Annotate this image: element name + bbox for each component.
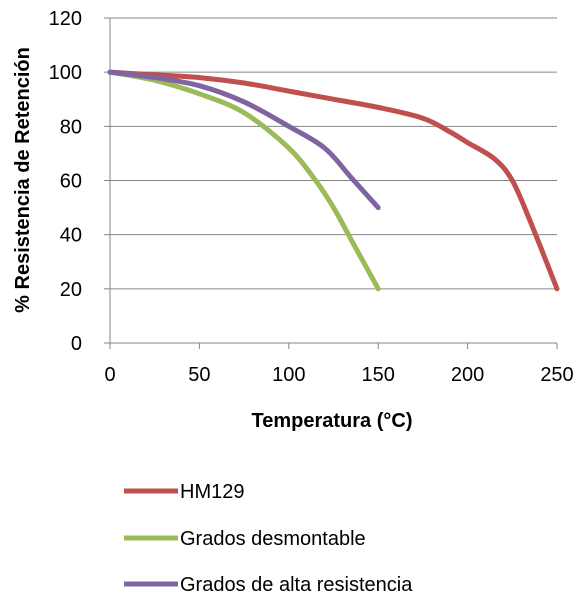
data-series: [107, 69, 560, 292]
y-axis-title: % Resistencia de Retención: [12, 47, 34, 313]
y-tick-label: 100: [49, 62, 82, 84]
x-tick-label: 200: [451, 364, 484, 386]
gridlines: [110, 17, 557, 290]
legend-item-hm129: HM129: [124, 481, 244, 503]
x-tick-label: 250: [540, 364, 573, 386]
x-tick-label: 150: [362, 364, 395, 386]
y-tick-label: 60: [60, 171, 82, 193]
legend-item-grados-alta-resistencia: Grados de alta resistencia: [124, 574, 413, 596]
x-tick-label: 50: [188, 364, 210, 386]
y-tick-label: 120: [49, 8, 82, 30]
legend-item-grados-desmontable: Grados desmontable: [124, 528, 366, 550]
y-tick-label: 80: [60, 116, 82, 138]
y-tick-label: 0: [71, 333, 82, 355]
legend-label: HM129: [180, 481, 244, 503]
series-line-0: [107, 69, 560, 292]
x-axis-title: Temperatura (°C): [252, 410, 413, 432]
y-tick-label: 40: [60, 225, 82, 247]
tick-labels: 0 20 40 60 80 100 120 0 50 100 150 200 250: [49, 8, 574, 386]
legend-label: Grados desmontable: [180, 528, 366, 550]
legend: HM129 Grados desmontable Grados de alta …: [124, 481, 413, 596]
y-tick-label: 20: [60, 279, 82, 301]
axes: [104, 17, 558, 349]
x-tick-label: 0: [104, 364, 115, 386]
series-line-2: [107, 69, 381, 211]
x-tick-label: 100: [272, 364, 305, 386]
legend-label: Grados de alta resistencia: [180, 574, 413, 596]
series-line-1: [107, 69, 381, 292]
